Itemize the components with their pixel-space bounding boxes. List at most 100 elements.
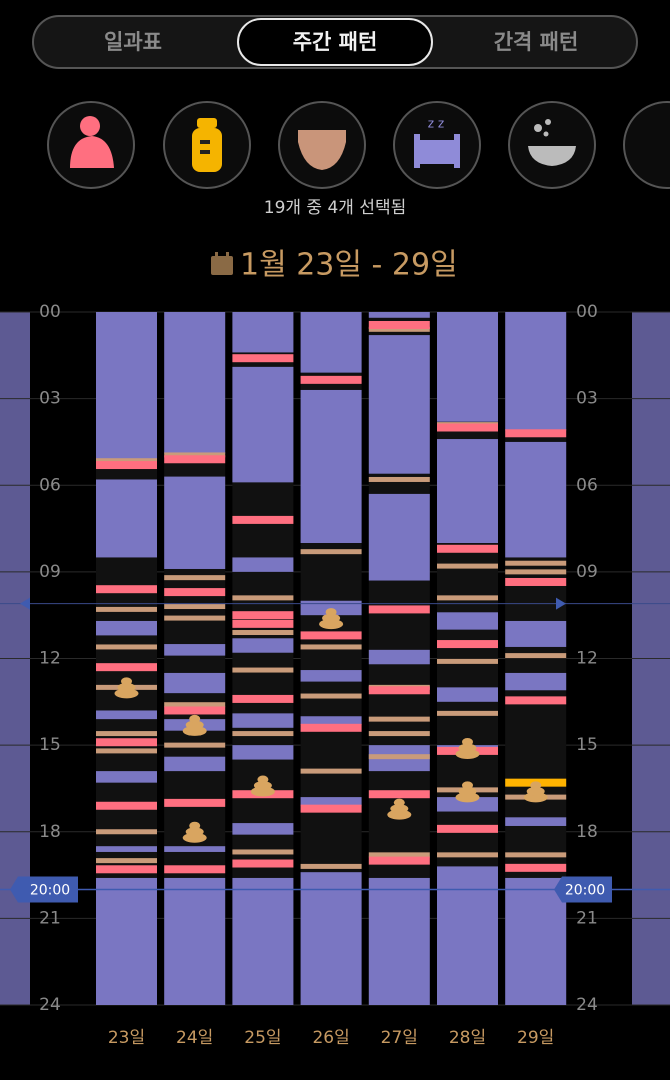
bottle-mark — [96, 644, 157, 650]
sleep-block — [164, 877, 226, 1005]
feed-mark — [232, 619, 294, 628]
poop-part — [319, 619, 344, 630]
tab[interactable]: 일과표 — [104, 30, 162, 54]
sleep-block — [96, 771, 157, 783]
bottle-mark — [232, 595, 294, 601]
y-tick-label: 03 — [39, 389, 61, 409]
sleep-block — [368, 493, 430, 581]
feed-mark — [505, 429, 567, 438]
sleep-block — [505, 620, 567, 647]
feed-mark — [232, 694, 294, 703]
y-tick-label: 21 — [39, 908, 61, 928]
poop-part — [189, 821, 201, 830]
poop-icon — [455, 738, 480, 760]
poop-part — [185, 827, 204, 837]
day-label: 26일 — [312, 1028, 349, 1048]
feed-mark — [96, 865, 157, 874]
diaper-glyph — [298, 130, 346, 170]
sleep-block — [232, 557, 294, 572]
svg-text:z z: z z — [428, 117, 444, 131]
bottle-mark — [232, 731, 294, 737]
poop-icon — [455, 781, 480, 803]
y-tick-label: 18 — [576, 822, 598, 842]
icon-more[interactable] — [623, 101, 670, 189]
feed-mark — [300, 804, 362, 813]
poop-icon — [523, 781, 548, 803]
sleep-block — [300, 600, 362, 616]
sleep-block — [164, 672, 226, 694]
sleep-block — [505, 877, 567, 1005]
feed-mark — [232, 859, 294, 868]
bottle-mark — [437, 710, 498, 716]
bottle-mark — [437, 658, 498, 664]
poop-part — [455, 749, 480, 760]
poop-part — [455, 792, 480, 803]
sleep-block — [300, 872, 362, 1005]
bottle-mark — [437, 563, 498, 569]
sleep-block — [232, 745, 294, 760]
feed-mark — [232, 515, 294, 524]
poop-part — [185, 720, 204, 730]
filter-icons — [47, 101, 670, 189]
poop-part — [250, 786, 275, 797]
sleep-block — [368, 312, 430, 318]
feed-mark — [232, 611, 294, 620]
feed-mark — [368, 790, 430, 799]
marker-arrow — [556, 597, 566, 610]
calendar-icon — [211, 252, 233, 275]
bottle-mark — [505, 560, 567, 566]
feed-mark — [232, 354, 294, 363]
y-tick-label: 18 — [39, 822, 61, 842]
bottle-mark — [96, 458, 157, 464]
sleep-block — [437, 797, 498, 812]
feed-mark — [96, 663, 157, 672]
feed-mark — [96, 801, 157, 810]
bottle-mark — [437, 595, 498, 601]
bottle-mark — [437, 852, 498, 858]
poop-icon — [182, 821, 207, 843]
bottle-mark — [368, 326, 430, 332]
feed-mark — [164, 455, 226, 464]
y-tick-label: 24 — [576, 995, 598, 1015]
poop-part — [182, 725, 207, 736]
sleep-block — [232, 713, 294, 728]
bottle-mark — [164, 615, 226, 621]
chart: 00 00 03 03 06 06 09 09 12 12 15 15 18 18 21 21 24 24 23일 2… — [0, 302, 670, 1048]
sleep-block — [232, 823, 294, 835]
bottle-mark — [232, 630, 294, 636]
now-tag — [554, 876, 612, 903]
bottle-mark — [368, 852, 430, 858]
feed-mark — [505, 696, 567, 705]
poop-part — [458, 786, 477, 796]
icon-bath[interactable] — [508, 101, 596, 189]
poop-icon — [250, 775, 275, 797]
poop-part — [530, 781, 542, 790]
bottle-mark — [232, 849, 294, 855]
poop-icon — [114, 677, 139, 699]
sleep-block — [300, 716, 362, 725]
feed-mark — [96, 461, 157, 470]
sleep-block — [368, 335, 430, 474]
sleep-block — [368, 649, 430, 665]
tab[interactable]: 간격 패턴 — [494, 30, 579, 54]
poop-part — [117, 682, 136, 692]
bottle-mark — [96, 829, 157, 835]
feed-mark — [505, 863, 567, 872]
bath-glyph — [528, 119, 576, 166]
poop-part — [253, 781, 272, 791]
bottle-mark — [300, 644, 362, 650]
now-tag — [10, 876, 78, 903]
poop-part — [526, 786, 545, 796]
sleep-block — [300, 389, 362, 543]
marker-arrow — [20, 597, 30, 610]
sleep-block — [437, 312, 498, 422]
feed-mark — [368, 856, 430, 865]
sleep-block — [164, 644, 226, 656]
sleep-block — [300, 670, 362, 682]
bottle-mark — [232, 667, 294, 673]
y-tick-label: 15 — [576, 735, 598, 755]
y-tick-label: 24 — [39, 995, 61, 1015]
tab[interactable]: 주간 패턴 — [293, 30, 378, 54]
